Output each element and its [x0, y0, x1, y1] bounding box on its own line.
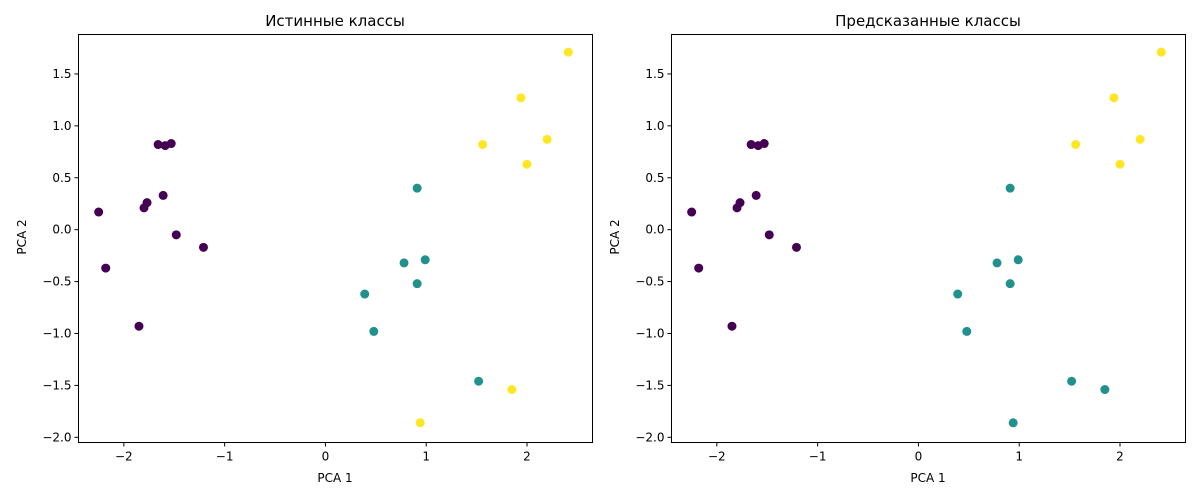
- y-tick-label: −1.0: [42, 326, 71, 340]
- data-point: [1008, 418, 1018, 428]
- data-point: [1005, 279, 1015, 289]
- data-point: [1005, 183, 1015, 193]
- data-point: [134, 321, 144, 331]
- data-point: [399, 258, 409, 268]
- subplot-1-points: [94, 47, 573, 428]
- subplot-1-xlabel: PCA 1: [317, 471, 352, 485]
- y-tick-label: 0.0: [645, 223, 664, 237]
- data-point: [563, 47, 573, 57]
- data-point: [415, 418, 425, 428]
- x-tick-label: −2: [708, 450, 726, 464]
- data-point: [1100, 385, 1110, 395]
- y-tick-label: −1.0: [635, 326, 664, 340]
- data-point: [478, 140, 488, 150]
- y-tick-label: 0.0: [52, 223, 71, 237]
- data-point: [420, 255, 430, 265]
- data-point: [142, 198, 152, 208]
- y-tick-label: −2.0: [635, 430, 664, 444]
- data-point: [412, 279, 422, 289]
- data-point: [198, 242, 208, 252]
- y-tick-label: 1.5: [52, 67, 71, 81]
- subplot-1-title: Истинные классы: [265, 12, 405, 30]
- subplot-true-classes: Истинные классы PCA 1 PCA 2 −2 −1 0 1 2−2.0−…: [15, 12, 593, 485]
- data-point: [735, 198, 745, 208]
- data-point: [727, 321, 737, 331]
- data-point: [101, 263, 111, 273]
- x-tick-label: 0: [915, 450, 923, 464]
- data-point: [764, 230, 774, 240]
- subplot-2-points: [687, 47, 1166, 428]
- data-point: [1135, 134, 1145, 144]
- subplot-1-ticks: −2 −1 0 1 2 −2.0 −1.5 −1.0 −0.5 0.0 0.5 1.0 1.5: [42, 67, 530, 464]
- data-point: [1109, 93, 1119, 103]
- data-point: [992, 258, 1002, 268]
- data-point: [516, 93, 526, 103]
- x-tick-label: −1: [809, 450, 827, 464]
- data-point: [153, 140, 163, 150]
- data-point: [166, 139, 176, 149]
- x-tick-label: 1: [422, 450, 430, 464]
- y-tick-label: 1.0: [52, 119, 71, 133]
- y-tick-label: −0.5: [42, 275, 71, 289]
- y-tick-label: 1.0: [645, 119, 664, 133]
- data-point: [412, 183, 422, 193]
- data-point: [953, 289, 963, 299]
- data-point: [746, 140, 756, 150]
- data-point: [542, 134, 552, 144]
- data-point: [94, 207, 104, 217]
- y-tick-label: 0.5: [52, 171, 71, 185]
- subplot-2-title: Предсказанные классы: [835, 12, 1021, 30]
- subplot-2-ticks: −2 −1 0 1 2 −2.0 −1.5 −1.0 −0.5 0.0 0.5 1.0 1.5: [635, 67, 1123, 464]
- data-point: [962, 326, 972, 336]
- data-point: [360, 289, 370, 299]
- data-point: [751, 190, 761, 200]
- data-point: [687, 207, 697, 217]
- x-tick-label: −2: [115, 450, 133, 464]
- y-tick-label: −2.0: [42, 430, 71, 444]
- y-tick-label: −0.5: [635, 275, 664, 289]
- x-tick-label: 0: [322, 450, 330, 464]
- subplot-predicted-classes: Предсказанные классы PCA 1 PCA 2 −2 −1 0 1 2…: [608, 12, 1186, 485]
- data-point: [1067, 376, 1077, 386]
- data-point: [522, 159, 532, 169]
- subplot-1-ylabel: PCA 2: [15, 219, 29, 254]
- data-point: [791, 242, 801, 252]
- data-point: [1156, 47, 1166, 57]
- data-point: [474, 376, 484, 386]
- subplot-2-ylabel: PCA 2: [608, 219, 622, 254]
- data-point: [158, 190, 168, 200]
- y-tick-label: 0.5: [645, 171, 664, 185]
- y-tick-label: −1.5: [42, 378, 71, 392]
- data-point: [759, 139, 769, 149]
- x-tick-label: 2: [523, 450, 531, 464]
- x-tick-label: −1: [216, 450, 234, 464]
- data-point: [1115, 159, 1125, 169]
- x-tick-label: 1: [1015, 450, 1023, 464]
- data-point: [694, 263, 704, 273]
- data-point: [171, 230, 181, 240]
- subplot-2-frame: [671, 34, 1186, 443]
- data-point: [507, 385, 517, 395]
- x-tick-label: 2: [1116, 450, 1124, 464]
- subplot-2-xlabel: PCA 1: [910, 471, 945, 485]
- subplot-1-frame: [78, 34, 593, 443]
- y-tick-label: −1.5: [635, 378, 664, 392]
- data-point: [1013, 255, 1023, 265]
- y-tick-label: 1.5: [645, 67, 664, 81]
- data-point: [1071, 140, 1081, 150]
- data-point: [369, 326, 379, 336]
